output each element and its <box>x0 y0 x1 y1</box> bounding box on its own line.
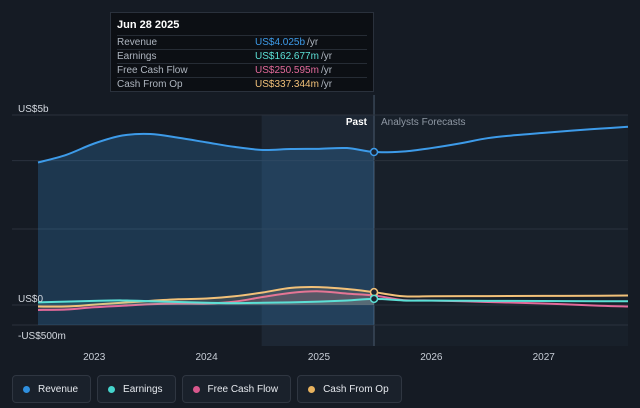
tooltip-row: Cash From Op US$337.344m/yr <box>117 77 367 91</box>
legend-label: Earnings <box>123 383 163 395</box>
forecast-region <box>374 115 628 346</box>
free-cash-flow-line <box>37 290 629 311</box>
tooltip-unit: /yr <box>320 79 333 90</box>
legend-item-free-cash-flow[interactable]: Free Cash Flow <box>181 375 292 403</box>
earnings-area <box>38 298 375 305</box>
y-tick-label: US$5b <box>18 104 49 115</box>
legend-label: Free Cash Flow <box>207 383 279 395</box>
grid-lines <box>12 114 628 326</box>
revenue-line <box>37 125 629 164</box>
legend-label: Revenue <box>38 383 79 395</box>
forecast-label: Analysts Forecasts <box>381 117 465 128</box>
tooltip-value: US$162.677m <box>255 51 319 62</box>
tooltip-row: Earnings US$162.677m/yr <box>117 49 367 63</box>
legend-dot-icon <box>23 385 30 393</box>
tooltip-unit: /yr <box>307 37 319 48</box>
tooltip-row: Revenue US$4.025b/yr <box>117 35 367 49</box>
x-tick-label: 2026 <box>420 352 443 363</box>
cash-from-op-line <box>37 286 629 308</box>
tooltip-row: Free Cash Flow US$250.595m/yr <box>117 63 367 77</box>
legend-label: Cash From Op <box>323 383 389 395</box>
tooltip-date: Jun 28 2025 <box>117 19 180 31</box>
legend-item-cash-from-op[interactable]: Cash From Op <box>297 375 402 403</box>
tooltip-label: Cash From Op <box>117 79 183 90</box>
x-tick-label: 2023 <box>83 352 106 363</box>
legend-dot-icon <box>108 385 116 393</box>
legend-dot-icon <box>192 385 200 393</box>
x-tick-label: 2025 <box>308 352 331 363</box>
legend-item-earnings[interactable]: Earnings <box>97 375 176 403</box>
revenue-area <box>38 133 375 325</box>
series-lines <box>37 125 629 325</box>
tooltip-label: Free Cash Flow <box>117 65 188 76</box>
tooltip-unit: /yr <box>320 51 333 62</box>
tooltip-unit: /yr <box>320 65 333 76</box>
tooltip-label: Revenue <box>117 37 158 48</box>
tooltip-value: US$250.595m <box>255 65 319 76</box>
y-tick-label: -US$500m <box>18 331 66 342</box>
legend-item-revenue[interactable]: Revenue <box>12 375 92 403</box>
legend: Revenue Earnings Free Cash Flow Cash From O… <box>12 375 402 403</box>
legend-dot-icon <box>308 385 316 393</box>
past-highlight-band <box>261 115 375 346</box>
tooltip: Jun 28 2025 Revenue US$4.025b/yr Earnings U… <box>110 12 374 92</box>
axis-ticks: US$5b US$0 -US$500m 2023 2024 2025 2026 2027 <box>18 104 555 363</box>
tooltip-value: US$337.344m <box>255 79 319 90</box>
earnings-marker <box>369 294 379 304</box>
x-tick-label: 2027 <box>533 352 556 363</box>
x-tick-label: 2024 <box>195 352 218 363</box>
tooltip-value: US$4.025b <box>255 37 306 48</box>
earnings-line <box>37 297 629 305</box>
y-tick-label: US$0 <box>18 294 43 305</box>
past-label: Past <box>346 117 368 128</box>
tooltip-label: Earnings <box>117 51 157 62</box>
revenue-marker <box>369 147 379 157</box>
